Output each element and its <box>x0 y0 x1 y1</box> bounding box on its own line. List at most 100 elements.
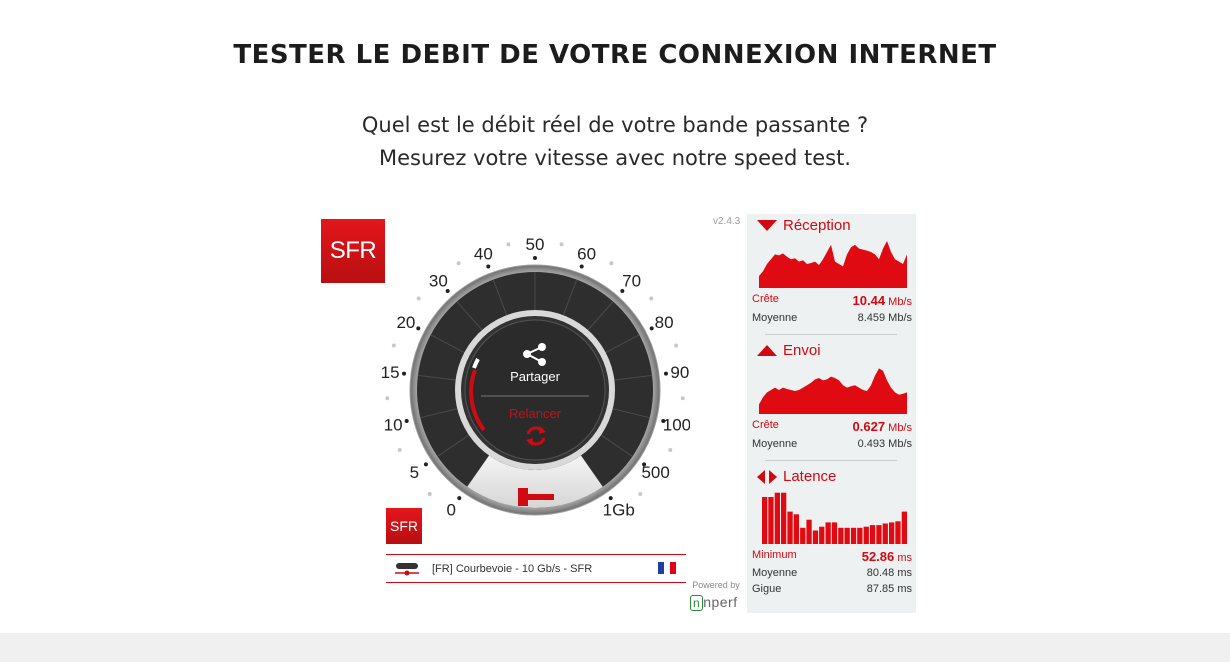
gauge-sector-line <box>430 334 465 354</box>
powered-by-label: Powered by <box>692 580 740 590</box>
gauge-tick <box>649 326 654 331</box>
gauge-label: 100 <box>663 415 690 434</box>
server-label: [FR] Courbevoie - 10 Gb/s - SFR <box>432 562 593 575</box>
latency-min-row: Minimum 52.86 ms <box>752 549 912 564</box>
gauge-dot <box>680 396 685 401</box>
latency-bar <box>869 525 876 544</box>
latency-bar <box>812 530 819 544</box>
gauge-dot <box>559 242 564 247</box>
gauge-tick <box>404 418 409 423</box>
latency-bar <box>895 521 901 544</box>
gauge-sector-line <box>417 374 456 381</box>
server-selector[interactable]: [FR] Courbevoie - 10 Gb/s - SFR <box>386 554 686 583</box>
separator <box>765 334 897 335</box>
gauge-tick <box>416 326 421 331</box>
gauge-sector-line <box>605 334 640 354</box>
download-arrow-icon <box>757 219 777 231</box>
gauge-sector-line <box>437 434 470 457</box>
gauge-tick <box>423 462 428 467</box>
gauge-dot <box>385 396 390 401</box>
latency-bar <box>831 522 838 544</box>
gauge-dot <box>427 491 432 496</box>
france-flag-icon <box>658 562 676 574</box>
sfr-logo-small: SFR <box>386 508 422 544</box>
server-icon <box>394 560 420 578</box>
results-panel: Réception Crête 10.44 Mb/s Moyenne 8.459… <box>747 214 916 613</box>
gauge-label: 30 <box>429 272 448 291</box>
gauge-tick <box>642 462 647 467</box>
gauge-svg: 0 5 10 15 20 30 40 50 60 70 80 90 100 500 1Gb <box>381 235 691 520</box>
latency-bar <box>857 527 863 544</box>
gauge-dot <box>397 448 402 453</box>
gauge-tick <box>457 496 462 501</box>
gauge-label: 50 <box>526 235 545 254</box>
gauge-sector-line <box>600 434 633 457</box>
wrench-icon[interactable] <box>514 485 558 509</box>
gauge-sector-line <box>420 408 458 419</box>
sfr-logo: SFR <box>321 219 385 283</box>
upload-arrow-icon <box>757 344 777 356</box>
gauge-label: 90 <box>670 363 689 382</box>
latency-bar <box>762 497 768 544</box>
latency-bar <box>774 492 780 544</box>
footer-band <box>0 633 1230 662</box>
latency-bar <box>781 492 787 544</box>
envoi-header: Envoi <box>757 342 821 359</box>
nperf-logo[interactable]: n nperf <box>690 594 738 611</box>
latency-bar <box>793 514 799 544</box>
gauge-sector-line <box>562 279 578 316</box>
latency-bar <box>876 525 882 544</box>
gauge-dot <box>391 343 396 348</box>
page-subtitle-line1: Quel est le débit réel de votre bande pa… <box>361 113 869 137</box>
gauge-label: 80 <box>655 313 674 332</box>
gauge-label: 40 <box>474 244 493 263</box>
latency-bar <box>819 526 825 544</box>
envoi-avg-row: Moyenne 0.493 Mb/s <box>752 438 912 450</box>
gauge-label: 15 <box>381 363 400 382</box>
graph-area <box>759 368 907 414</box>
gauge-tick <box>579 264 584 269</box>
restart-button[interactable]: Relancer <box>508 406 562 421</box>
latency-graph <box>762 492 907 544</box>
share-button[interactable]: Partager <box>510 369 560 384</box>
gauge-dot <box>668 448 673 453</box>
gauge-label: 0 <box>447 501 456 520</box>
gauge-dot <box>456 261 461 266</box>
latency-bar <box>806 519 812 544</box>
gauge-tick <box>608 496 613 501</box>
latency-jitter-row: Gigue 87.85 ms <box>752 583 912 595</box>
gauge-label: 5 <box>410 463 419 482</box>
gauge-label: 20 <box>396 313 415 332</box>
latency-bar <box>901 511 907 544</box>
share-icon[interactable] <box>520 342 550 366</box>
latence-header: Latence <box>757 468 836 485</box>
envoi-graph <box>759 368 907 414</box>
gauge-label: 70 <box>622 272 641 291</box>
latency-bar <box>889 522 895 544</box>
gauge-tick <box>533 256 537 260</box>
latency-avg-row: Moyenne 80.48 ms <box>752 567 912 579</box>
latency-bar <box>863 526 869 544</box>
gauge-dot <box>506 242 511 247</box>
latency-arrows-icon <box>757 469 777 484</box>
gauge-tick <box>486 264 491 269</box>
gauge-sector-line <box>614 374 653 381</box>
gauge-tick <box>663 371 668 376</box>
speed-gauge: 0 5 10 15 20 30 40 50 60 70 80 90 100 500 1Gb Partager… <box>380 235 691 545</box>
gauge-dot <box>638 491 643 496</box>
gauge-tick <box>661 418 666 423</box>
settings-button[interactable] <box>467 455 603 509</box>
version-label: v2.4.3 <box>713 216 741 227</box>
gauge-dot <box>674 343 679 348</box>
gauge-tick <box>402 371 407 376</box>
gauge-label: 10 <box>384 415 403 434</box>
gauge-sector-line <box>612 408 650 419</box>
gauge-tick <box>445 289 450 294</box>
gauge-dot <box>609 261 614 266</box>
gauge-tick <box>620 289 625 294</box>
latency-bar <box>787 511 793 544</box>
reception-avg-row: Moyenne 8.459 Mb/s <box>752 312 912 324</box>
reception-graph <box>759 241 907 288</box>
refresh-icon[interactable] <box>523 423 549 449</box>
gauge-dot <box>416 296 421 301</box>
